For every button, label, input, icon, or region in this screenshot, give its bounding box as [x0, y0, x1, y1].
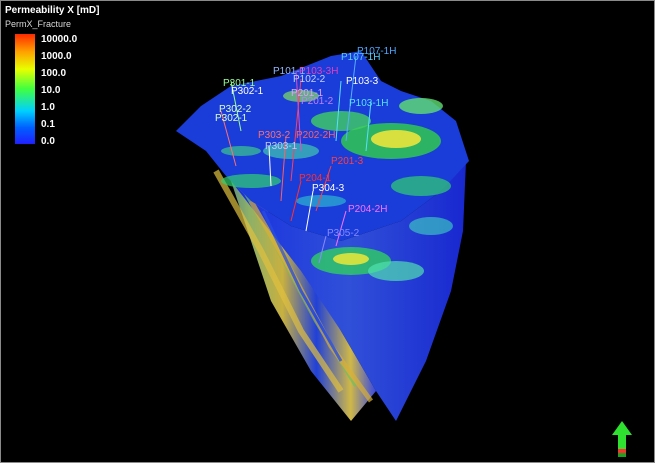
well-label[interactable]: P107-1H	[341, 52, 381, 63]
well-label[interactable]: P204-1	[299, 173, 332, 184]
legend-tick: 10.0	[41, 85, 61, 96]
well-label[interactable]: P103-3H	[299, 66, 339, 77]
permeability-patches	[221, 90, 453, 281]
model-top-surface	[176, 51, 469, 241]
well-label[interactable]: P107-1H	[357, 46, 397, 57]
model-front-face	[231, 161, 466, 421]
well-label[interactable]: P303-2	[258, 130, 291, 141]
well-trajectories	[220, 55, 372, 264]
well-label[interactable]: P101-1	[273, 66, 306, 77]
well-label[interactable]: P204-2H	[348, 204, 388, 215]
legend-tick: 10000.0	[41, 34, 78, 45]
legend-tick: 0.0	[41, 136, 55, 147]
well-label[interactable]: P201-1	[291, 88, 324, 99]
well-label[interactable]: P201-3	[331, 156, 364, 167]
well-label[interactable]: P301-1	[223, 78, 256, 89]
legend-tick: 100.0	[41, 68, 67, 79]
well-label[interactable]: P103-1H	[349, 98, 389, 109]
legend-property: PermX_Fracture	[5, 19, 72, 29]
north-arrow-icon[interactable]	[611, 419, 633, 459]
legend-tick: 1.0	[41, 102, 55, 113]
well-label[interactable]: P302-2	[219, 104, 252, 115]
legend-tick: 1000.0	[41, 51, 72, 62]
well-label[interactable]: P201-2	[301, 96, 334, 107]
legend-tick: 0.1	[41, 119, 55, 130]
well-label[interactable]: P304-3	[312, 183, 345, 194]
well-label[interactable]: P305-2	[327, 228, 360, 239]
well-label[interactable]: P302-1	[231, 86, 264, 97]
well-label[interactable]: P202-2H	[296, 130, 336, 141]
well-label[interactable]: P302-1	[215, 113, 248, 124]
well-label[interactable]: P103-3	[346, 76, 379, 87]
well-label[interactable]: P102-2	[293, 74, 326, 85]
well-label[interactable]: P303-1	[265, 141, 298, 152]
legend-title: Permeability X [mD]	[5, 5, 100, 16]
side-strata	[213, 169, 374, 403]
legend-colorbar	[15, 34, 35, 144]
